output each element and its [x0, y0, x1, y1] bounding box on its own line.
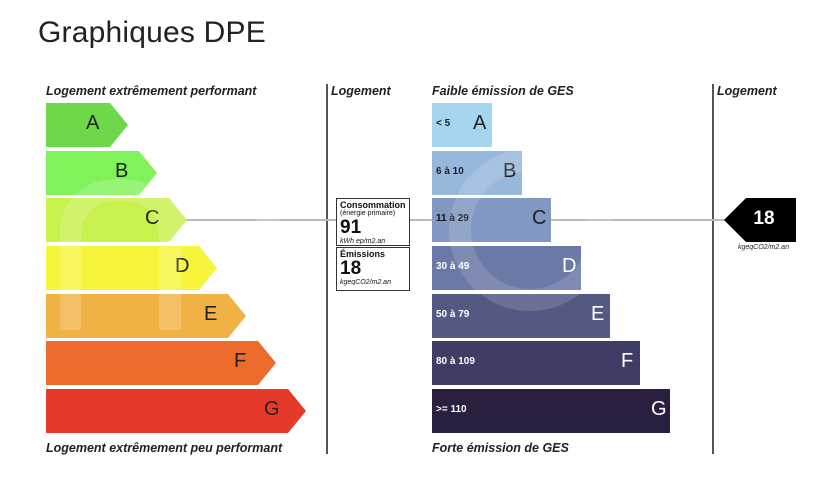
energy-connector-line [186, 219, 336, 221]
emissions-value: 18 [340, 258, 362, 279]
ges-class-range: 30 à 49 [436, 261, 470, 272]
emissions-unit: kgeqCO2/m2.an [340, 279, 391, 286]
ges-class-letter: E [591, 303, 605, 325]
energy-class-d: D [46, 246, 217, 290]
ges-class-letter: B [503, 160, 517, 182]
ges-class-d: 30 à 49 D [432, 246, 581, 290]
ges-class-range: < 5 [436, 118, 451, 129]
ges-class-range: >= 110 [436, 404, 467, 415]
ges-marker: 18 [724, 198, 796, 242]
ges-class-range: 50 à 79 [436, 309, 470, 320]
ges-class-range: 6 à 10 [436, 166, 464, 177]
ges-class-c: 11 à 29 C [432, 198, 551, 242]
consumption-title: Consommation [340, 200, 406, 210]
ges-marker-value: 18 [753, 208, 775, 229]
energy-class-letter: A [86, 112, 100, 134]
consumption-subtitle: (énergie primaire) [340, 210, 396, 217]
ges-class-letter: D [562, 255, 577, 277]
consumption-value: 91 [340, 217, 362, 238]
ges-class-letter: C [532, 207, 547, 229]
energy-class-letter: F [234, 350, 247, 372]
ges-class-b: 6 à 10 B [432, 151, 522, 195]
energy-class-letter: C [145, 207, 160, 229]
energy-top-label: Logement extrêmement performant [46, 84, 257, 98]
ges-class-f: 80 à 109 F [432, 341, 640, 385]
energy-connector-line-right [410, 219, 432, 221]
consumption-unit: kWh ep/m2.an [340, 238, 386, 245]
ges-class-e: 50 à 79 E [432, 294, 610, 338]
energy-divider [326, 84, 328, 454]
ges-class-a: < 5 A [432, 103, 492, 147]
energy-class-g: G [46, 389, 306, 433]
ges-divider [712, 84, 714, 454]
energy-bottom-label: Logement extrêmement peu performant [46, 441, 283, 455]
ges-class-range: 11 à 29 [436, 213, 469, 224]
emissions-title: Émissions [340, 249, 386, 259]
emissions-box: Émissions 18 kgeqCO2/m2.an [336, 247, 410, 291]
energy-class-letter: G [264, 398, 280, 420]
ges-connector-line [551, 219, 725, 221]
ges-logement-label: Logement [717, 84, 777, 98]
energy-class-c: C [46, 198, 187, 242]
energy-class-letter: E [204, 303, 218, 325]
energy-logement-label: Logement [331, 84, 391, 98]
ges-marker-unit: kgeqCO2/m2.an [738, 244, 789, 251]
energy-class-a: A [46, 103, 128, 147]
page-title: Graphiques DPE [38, 16, 266, 49]
energy-class-f: F [46, 341, 276, 385]
ges-class-range: 80 à 109 [436, 356, 475, 367]
energy-class-b: B [46, 151, 157, 195]
ges-class-g: >= 110 G [432, 389, 670, 433]
ges-class-letter: G [651, 398, 667, 420]
ges-class-letter: F [621, 350, 634, 372]
ges-top-label: Faible émission de GES [432, 84, 574, 98]
ges-bottom-label: Forte émission de GES [432, 441, 569, 455]
consumption-box: Consommation (énergie primaire) 91 kWh e… [336, 198, 410, 246]
energy-class-e: E [46, 294, 246, 338]
energy-class-letter: B [115, 160, 129, 182]
energy-class-letter: D [175, 255, 190, 277]
ges-class-letter: A [473, 112, 487, 134]
